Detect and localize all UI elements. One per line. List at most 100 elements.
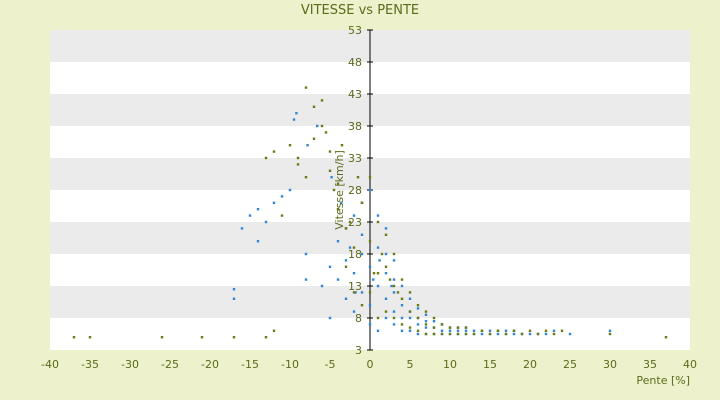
chart-title: VITESSE vs PENTE bbox=[301, 3, 419, 18]
data-point bbox=[384, 233, 388, 236]
data-point bbox=[340, 201, 343, 204]
data-point bbox=[352, 214, 356, 217]
data-point bbox=[384, 310, 388, 313]
data-point bbox=[544, 329, 548, 332]
x-tick-label: 20 bbox=[523, 358, 537, 371]
data-point bbox=[336, 208, 340, 211]
data-point bbox=[352, 291, 356, 294]
data-point bbox=[360, 304, 364, 307]
data-point bbox=[408, 326, 412, 329]
data-point bbox=[400, 284, 404, 288]
x-tick-label: -30 bbox=[121, 358, 139, 371]
data-point bbox=[408, 316, 412, 320]
data-point bbox=[488, 329, 492, 332]
data-point bbox=[440, 329, 444, 332]
data-point bbox=[88, 336, 92, 339]
data-point bbox=[480, 332, 484, 336]
data-point bbox=[352, 310, 356, 313]
data-point bbox=[360, 252, 364, 256]
x-tick-label: -15 bbox=[241, 358, 259, 371]
data-point bbox=[356, 176, 360, 179]
data-point bbox=[360, 291, 364, 294]
data-point bbox=[472, 332, 476, 336]
data-point bbox=[528, 332, 532, 336]
data-point bbox=[376, 246, 380, 249]
data-point bbox=[456, 329, 460, 332]
data-point bbox=[264, 336, 268, 339]
y-tick-label: 18 bbox=[348, 248, 362, 261]
data-point bbox=[472, 329, 476, 332]
data-point bbox=[384, 297, 388, 300]
y-tick-label: 3 bbox=[355, 344, 362, 357]
data-point bbox=[424, 320, 428, 323]
data-point bbox=[292, 118, 296, 121]
data-point bbox=[232, 288, 236, 291]
data-point bbox=[432, 332, 436, 336]
y-tick-label: 48 bbox=[348, 56, 362, 69]
data-point bbox=[496, 332, 500, 336]
data-point bbox=[392, 323, 396, 326]
data-point bbox=[344, 297, 348, 300]
data-point bbox=[344, 227, 348, 230]
data-point bbox=[400, 278, 404, 281]
x-tick-label: -10 bbox=[281, 358, 299, 371]
data-point bbox=[448, 326, 452, 329]
data-point bbox=[354, 291, 357, 294]
x-tick-label: -35 bbox=[81, 358, 99, 371]
data-point bbox=[520, 332, 524, 336]
data-point bbox=[256, 240, 260, 243]
data-point bbox=[400, 297, 404, 300]
data-point bbox=[352, 246, 356, 249]
data-point bbox=[316, 124, 319, 128]
data-point bbox=[396, 291, 400, 294]
data-point bbox=[320, 99, 324, 102]
data-point bbox=[256, 208, 260, 211]
y-tick-label: 28 bbox=[348, 184, 362, 197]
data-point bbox=[464, 329, 468, 332]
data-point bbox=[360, 233, 364, 236]
data-point bbox=[330, 176, 333, 179]
x-tick-label: 25 bbox=[563, 358, 577, 371]
data-point bbox=[380, 252, 384, 256]
data-point bbox=[488, 332, 492, 336]
data-point bbox=[392, 291, 396, 294]
data-point bbox=[240, 227, 244, 230]
data-point bbox=[424, 332, 428, 336]
data-point bbox=[416, 304, 420, 307]
data-point bbox=[280, 195, 284, 198]
data-point bbox=[328, 150, 332, 153]
data-point bbox=[568, 332, 572, 336]
data-point bbox=[248, 214, 252, 217]
data-point bbox=[376, 329, 380, 332]
y-axis-title: Vitesse [km/h] bbox=[333, 150, 346, 230]
x-tick-label: 30 bbox=[603, 358, 617, 371]
data-point bbox=[312, 137, 316, 140]
data-point bbox=[408, 329, 412, 332]
data-point bbox=[432, 326, 436, 329]
x-tick-label: 10 bbox=[443, 358, 457, 371]
x-tick-label: -5 bbox=[325, 358, 336, 371]
y-tick-label: 43 bbox=[348, 88, 362, 101]
data-point bbox=[408, 297, 412, 300]
data-point bbox=[408, 291, 412, 294]
data-point bbox=[368, 291, 372, 294]
data-point bbox=[340, 144, 344, 147]
data-point bbox=[372, 278, 375, 281]
data-point bbox=[448, 332, 452, 336]
data-point bbox=[336, 182, 340, 185]
data-point bbox=[416, 332, 420, 336]
data-point bbox=[528, 329, 532, 332]
x-tick-label: 35 bbox=[643, 358, 657, 371]
data-point bbox=[384, 272, 388, 275]
data-point bbox=[392, 259, 396, 262]
x-tick-label: -20 bbox=[201, 358, 219, 371]
data-point bbox=[72, 336, 76, 339]
data-point bbox=[512, 332, 516, 336]
data-point bbox=[348, 246, 352, 249]
data-point bbox=[664, 336, 668, 339]
data-point bbox=[560, 329, 564, 332]
data-point bbox=[400, 316, 404, 320]
data-point bbox=[328, 265, 332, 268]
data-point bbox=[348, 220, 352, 224]
